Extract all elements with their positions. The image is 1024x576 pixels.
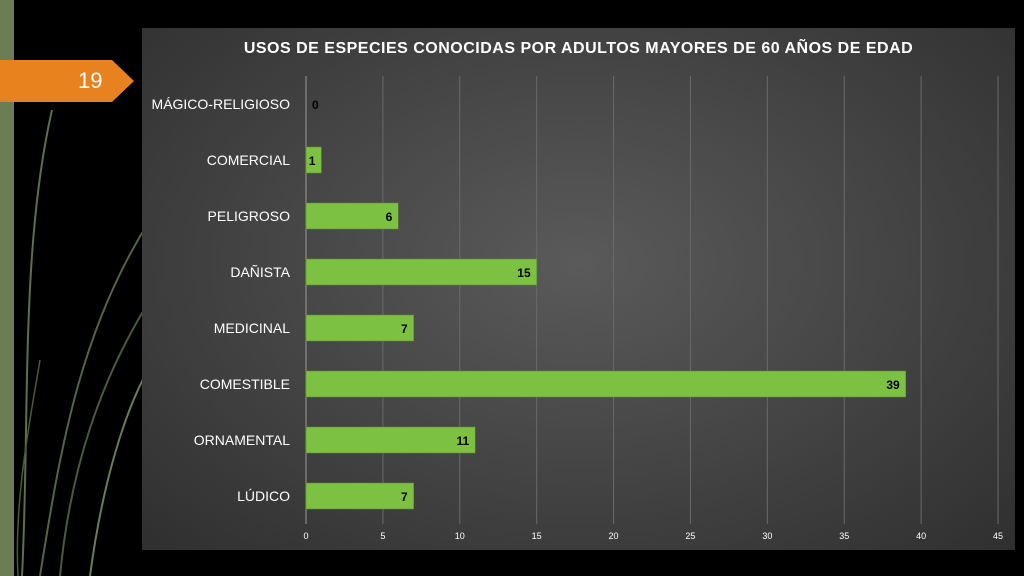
x-tick-label: 5	[380, 531, 385, 541]
data-label: 1	[309, 154, 316, 168]
decorative-curves	[16, 109, 151, 576]
category-label: MÁGICO-RELIGIOSO	[152, 96, 291, 112]
bar	[305, 426, 476, 454]
bar	[305, 258, 537, 286]
data-label: 11	[456, 434, 469, 448]
data-label: 7	[401, 322, 408, 336]
bar-chart: 0 5 10 15 20 25 30 35 40 45 MÁGICO-RELIGIOSO 0 COMER…	[152, 76, 1003, 541]
x-tick-label: 25	[685, 531, 695, 541]
category-label: PELIGROSO	[208, 208, 291, 224]
bar	[305, 370, 906, 398]
left-accent-strip	[0, 0, 14, 576]
category-label: COMERCIAL	[207, 152, 290, 168]
bar	[305, 314, 414, 342]
x-tick-label: 10	[455, 531, 465, 541]
bar	[305, 482, 414, 510]
data-label: 0	[312, 98, 319, 112]
bar	[305, 146, 322, 174]
chart-title: USOS DE ESPECIES CONOCIDAS POR ADULTOS M…	[243, 40, 914, 57]
bar	[305, 202, 399, 230]
data-label: 7	[401, 490, 408, 504]
category-label: LÚDICO	[237, 488, 290, 504]
x-tick-label: 0	[303, 531, 308, 541]
x-tick-label: 15	[532, 531, 542, 541]
x-tick-label: 40	[916, 531, 926, 541]
data-label: 39	[886, 378, 900, 392]
data-label: 15	[517, 266, 531, 280]
category-label: ORNAMENTAL	[194, 432, 290, 448]
x-tick-label: 30	[762, 531, 772, 541]
category-label: MEDICINAL	[214, 320, 290, 336]
x-tick-label: 20	[609, 531, 619, 541]
category-label: DAÑISTA	[230, 264, 290, 280]
x-tick-label: 35	[839, 531, 849, 541]
data-label: 6	[386, 210, 393, 224]
chart-panel: USOS DE ESPECIES CONOCIDAS POR ADULTOS M…	[142, 28, 1015, 550]
category-label: COMESTIBLE	[200, 376, 290, 392]
x-tick-label: 45	[993, 531, 1003, 541]
slide-number-badge	[0, 60, 134, 102]
slide-number: 19	[78, 68, 103, 93]
